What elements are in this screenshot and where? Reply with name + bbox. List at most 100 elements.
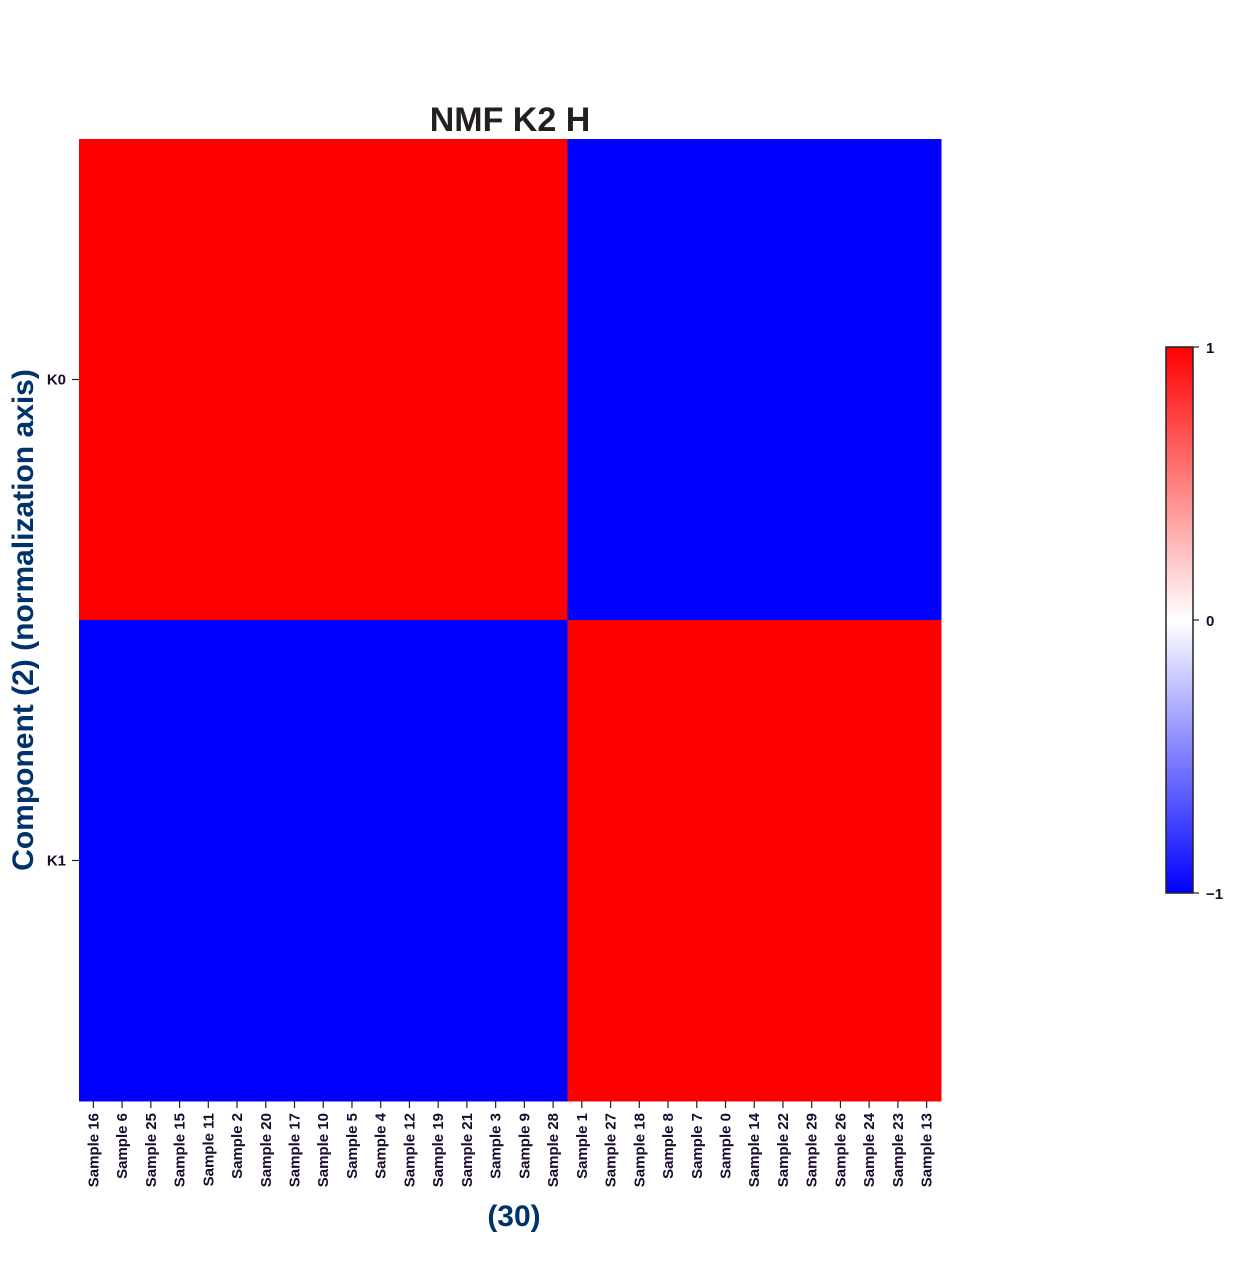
heatmap-cell [538, 620, 569, 1102]
heatmap-cell [653, 620, 683, 1102]
chart-title: NMF K2 H [430, 101, 591, 139]
x-tick-label: Sample 11 [200, 1113, 217, 1186]
heatmap-cell [79, 620, 109, 1102]
x-tick-label: Sample 6 [114, 1113, 131, 1179]
heatmap-cells [79, 139, 942, 1102]
heatmap-cell [366, 620, 396, 1102]
x-tick-label: Sample 0 [718, 1113, 735, 1179]
x-tick-label: Sample 24 [861, 1112, 878, 1187]
heatmap-cell [567, 620, 597, 1102]
x-tick-label: Sample 15 [172, 1113, 189, 1187]
x-tick-label: Sample 29 [804, 1113, 821, 1187]
x-tick-label: Sample 13 [919, 1113, 936, 1187]
heatmap-cell [768, 620, 798, 1102]
heatmap-cell [423, 139, 454, 621]
x-tick-label: Sample 2 [229, 1113, 246, 1179]
heatmap-cell [280, 620, 310, 1102]
heatmap-cell [251, 139, 281, 621]
heatmap-cell [481, 620, 511, 1102]
x-tick-label: Sample 8 [660, 1113, 677, 1179]
x-tick-label: Sample 27 [603, 1113, 620, 1187]
x-tick-label: Sample 9 [516, 1113, 533, 1179]
x-tick-label: Sample 21 [459, 1113, 476, 1187]
heatmap-cell [452, 620, 482, 1102]
heatmap-cell [193, 620, 224, 1102]
heatmap-cell [222, 139, 252, 621]
heatmap-cell [711, 620, 741, 1102]
heatmap-cell [165, 620, 195, 1102]
heatmap-cell [682, 620, 712, 1102]
heatmap-cell [395, 139, 425, 621]
heatmap-cell [826, 620, 856, 1102]
x-axis-label: (30) [487, 1200, 540, 1233]
heatmap-cell [510, 620, 540, 1102]
heatmap-cell [624, 139, 655, 621]
y-tick-label: K0 [47, 372, 66, 389]
heatmap-cell [739, 620, 770, 1102]
heatmap-cell [682, 139, 712, 621]
heatmap-cell [107, 139, 138, 621]
colorbar-tick-label: 1 [1206, 340, 1214, 357]
x-tick-label: Sample 22 [775, 1113, 792, 1187]
heatmap-cell [596, 620, 626, 1102]
heatmap-cell [624, 620, 655, 1102]
heatmap-cell [883, 139, 913, 621]
y-axis-ticks: K0 K1 [47, 372, 79, 870]
x-tick-label: Sample 1 [574, 1113, 591, 1179]
heatmap-cell [854, 139, 885, 621]
heatmap-cell [107, 620, 138, 1102]
heatmap-cell [739, 139, 770, 621]
colorbar-tick-label: −1 [1206, 886, 1223, 903]
heatmap-cell [481, 139, 511, 621]
x-tick-label: Sample 20 [258, 1113, 275, 1187]
colorbar-tick-label: 0 [1206, 613, 1214, 630]
heatmap-cell [366, 139, 396, 621]
x-tick-label: Sample 18 [631, 1113, 648, 1187]
x-tick-label: Sample 19 [430, 1113, 447, 1187]
heatmap-cell [251, 620, 281, 1102]
x-tick-label: Sample 5 [344, 1113, 361, 1179]
heatmap-cell [165, 139, 195, 621]
heatmap-cell [912, 139, 942, 621]
y-axis-label: Component (2) (normalization axis) [7, 369, 40, 871]
heatmap-cell [308, 139, 339, 621]
heatmap-cell [883, 620, 913, 1102]
x-tick-label: Sample 12 [401, 1113, 418, 1187]
heatmap-cell [452, 139, 482, 621]
x-tick-label: Sample 14 [746, 1112, 763, 1187]
heatmap-cell [337, 620, 367, 1102]
heatmap-cell [136, 620, 166, 1102]
heatmap-cell [136, 139, 166, 621]
colorbar-ticks: 1 0 −1 [1193, 340, 1223, 903]
heatmap-cell [854, 620, 885, 1102]
heatmap-cell [912, 620, 942, 1102]
x-tick-label: Sample 7 [689, 1113, 706, 1179]
heatmap-cell [711, 139, 741, 621]
heatmap-cell [538, 139, 569, 621]
x-tick-label: Sample 25 [143, 1113, 160, 1187]
x-tick-label: Sample 28 [545, 1113, 562, 1187]
heatmap-cell [337, 139, 367, 621]
heatmap-cell [280, 139, 310, 621]
x-tick-label: Sample 10 [315, 1113, 332, 1187]
x-tick-label: Sample 3 [488, 1113, 505, 1179]
heatmap-cell [423, 620, 454, 1102]
x-axis-ticks: Sample 16 Sample 6 Sample 25 Sample 15 Sampl… [85, 1101, 936, 1187]
heatmap-cell [79, 139, 109, 621]
heatmap-cell [308, 620, 339, 1102]
heatmap-cell [653, 139, 683, 621]
x-tick-label: Sample 17 [287, 1113, 304, 1187]
heatmap-cell [797, 139, 827, 621]
heatmap-cell [395, 620, 425, 1102]
heatmap-cell [768, 139, 798, 621]
heatmap-cell [596, 139, 626, 621]
x-tick-label: Sample 26 [832, 1113, 849, 1187]
heatmap-cell [567, 139, 597, 621]
heatmap-cell [193, 139, 224, 621]
heatmap-cell [797, 620, 827, 1102]
x-tick-label: Sample 23 [890, 1113, 907, 1187]
colorbar [1165, 346, 1194, 894]
heatmap-cell [826, 139, 856, 621]
heatmap-cell [222, 620, 252, 1102]
